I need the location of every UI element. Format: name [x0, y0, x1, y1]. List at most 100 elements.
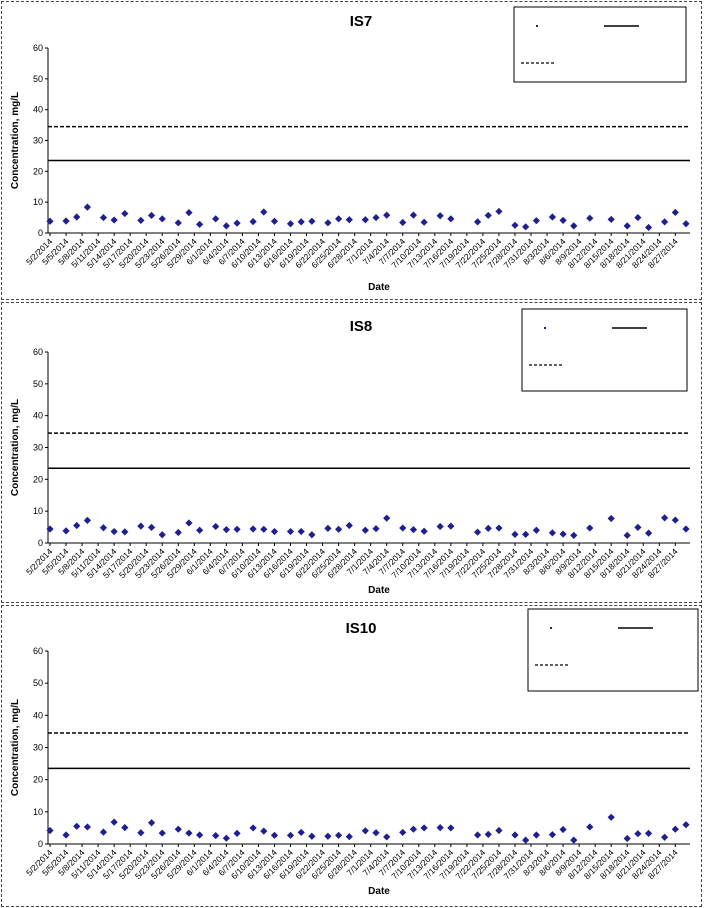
data-point — [286, 831, 295, 839]
data-point — [511, 530, 519, 539]
data-point — [532, 831, 540, 839]
legend-marker-swatch — [536, 25, 538, 27]
data-point — [147, 523, 156, 532]
data-point — [644, 529, 653, 537]
data-point — [99, 524, 108, 532]
data-point — [233, 525, 241, 533]
data-point — [436, 212, 444, 220]
data-point — [399, 524, 407, 532]
data-point — [121, 528, 129, 536]
data-point — [372, 829, 380, 837]
data-point — [297, 218, 305, 226]
data-point — [308, 832, 316, 840]
data-point — [286, 220, 295, 228]
data-point — [586, 524, 594, 532]
data-point — [634, 830, 642, 838]
data-point — [222, 526, 230, 534]
data-point — [661, 218, 669, 226]
data-point — [62, 217, 70, 225]
chart-panel-is8: IS8 0 10 20 30 40 50 60 Concentration, mg/L 5/2/2… — [1, 302, 702, 603]
y-tick-label: 50 — [33, 379, 43, 389]
data-point — [644, 829, 653, 837]
data-point — [196, 526, 204, 534]
data-point — [46, 826, 54, 835]
data-point — [548, 831, 556, 839]
data-point — [137, 522, 145, 530]
legend — [527, 608, 699, 692]
y-tick-label: 30 — [33, 743, 43, 753]
data-point — [158, 829, 166, 837]
y-tick-label: 40 — [33, 105, 43, 115]
data-point — [249, 525, 257, 533]
data-point — [297, 527, 305, 536]
y-tick-label: 40 — [33, 710, 43, 720]
data-point — [495, 524, 503, 532]
data-point — [174, 219, 182, 227]
legend-box — [513, 6, 687, 83]
data-point — [623, 222, 631, 230]
data-point — [420, 824, 428, 832]
data-point — [196, 831, 204, 839]
data-point — [634, 213, 642, 222]
data-point — [174, 528, 182, 537]
data-point — [570, 836, 578, 844]
data-point — [308, 217, 316, 225]
data-point — [495, 826, 503, 835]
data-point — [249, 217, 257, 226]
data-point — [83, 516, 92, 524]
data-point — [644, 223, 653, 232]
data-point — [62, 527, 70, 535]
data-point — [522, 530, 530, 539]
data-point — [308, 531, 316, 539]
data-point — [335, 831, 343, 839]
data-point — [473, 218, 482, 226]
data-point — [83, 823, 92, 831]
y-tick-label: 0 — [38, 228, 43, 238]
chart-panel-is10: IS10 0 10 20 30 40 50 60 Concentration, mg/L 5/2/… — [1, 605, 702, 907]
data-point — [212, 522, 220, 531]
legend-marker-swatch — [544, 327, 546, 329]
data-point — [222, 222, 230, 230]
data-point — [110, 527, 118, 536]
data-point — [99, 828, 108, 836]
data-point — [682, 525, 690, 533]
y-tick-label: 50 — [33, 74, 43, 84]
data-point — [372, 525, 380, 533]
data-point — [361, 216, 369, 224]
data-point — [436, 522, 444, 531]
data-point — [570, 531, 578, 539]
data-point — [447, 215, 455, 223]
data-point — [222, 834, 230, 842]
data-point — [233, 829, 241, 837]
data-point — [661, 514, 669, 522]
data-point — [383, 211, 391, 219]
x-axis-label: Date — [368, 585, 390, 596]
data-point — [73, 822, 81, 830]
data-point — [409, 825, 418, 833]
data-point — [286, 527, 295, 536]
legend-box — [521, 308, 688, 392]
data-point — [249, 824, 257, 832]
y-tick-label: 20 — [33, 474, 43, 484]
data-point — [260, 208, 268, 216]
data-point — [420, 527, 428, 535]
data-point — [233, 219, 241, 227]
y-tick-label: 10 — [33, 807, 43, 817]
y-tick-label: 50 — [33, 678, 43, 688]
data-point — [586, 214, 594, 222]
data-point — [473, 528, 482, 536]
data-point — [671, 208, 679, 216]
data-point — [607, 514, 615, 523]
data-point — [46, 217, 54, 225]
data-point — [335, 525, 343, 533]
data-point — [335, 215, 343, 223]
data-point — [73, 213, 81, 221]
data-point — [559, 216, 567, 224]
data-point — [559, 825, 567, 834]
chart-title: IS10 — [346, 620, 377, 637]
data-point — [147, 819, 156, 827]
data-point — [623, 531, 631, 539]
y-tick-label: 30 — [33, 136, 43, 146]
